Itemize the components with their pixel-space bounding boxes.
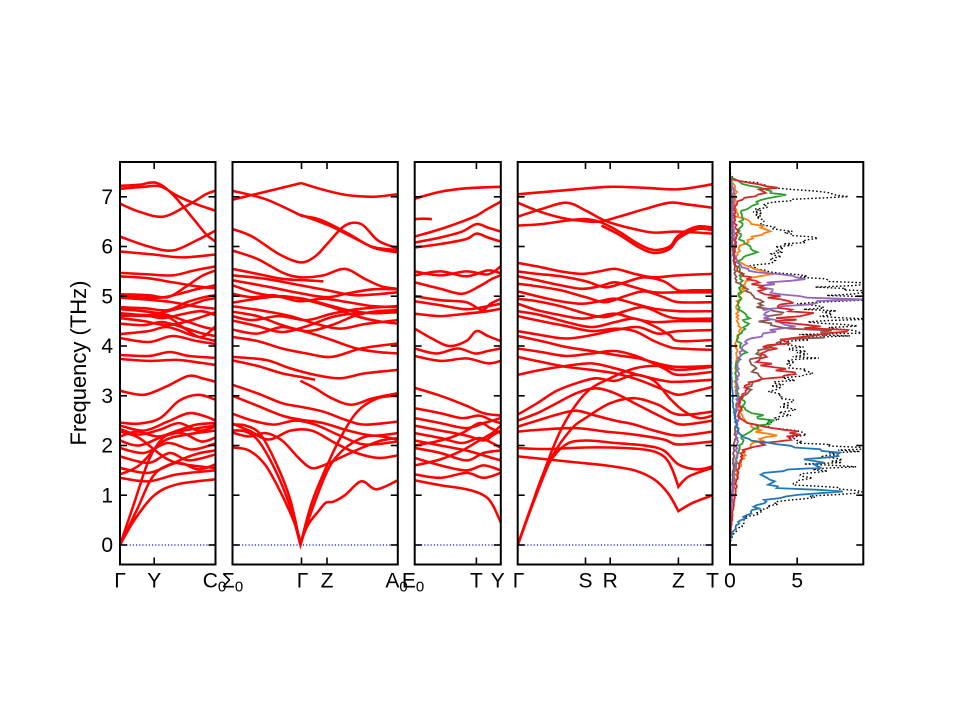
svg-text:Z: Z: [672, 570, 685, 593]
svg-text:T: T: [470, 570, 483, 593]
svg-text:Frequency (THz): Frequency (THz): [66, 280, 91, 445]
svg-text:Γ: Γ: [513, 570, 525, 593]
svg-text:3: 3: [101, 385, 113, 408]
svg-text:0: 0: [101, 534, 113, 557]
svg-text:4: 4: [101, 335, 113, 358]
svg-text:Y: Y: [147, 570, 161, 593]
svg-text:R: R: [603, 570, 618, 593]
svg-text:0: 0: [724, 570, 736, 593]
svg-text:1: 1: [101, 484, 113, 507]
svg-text:Z: Z: [321, 570, 334, 593]
svg-text:7: 7: [101, 186, 113, 209]
svg-text:2: 2: [101, 435, 113, 458]
svg-text:Γ: Γ: [114, 570, 126, 593]
svg-text:6: 6: [101, 236, 113, 259]
svg-text:Y: Y: [491, 570, 505, 593]
svg-text:5: 5: [101, 285, 113, 308]
svg-text:S: S: [578, 570, 592, 593]
svg-text:T: T: [706, 570, 719, 593]
svg-text:5: 5: [791, 570, 803, 593]
svg-text:Γ: Γ: [297, 570, 309, 593]
